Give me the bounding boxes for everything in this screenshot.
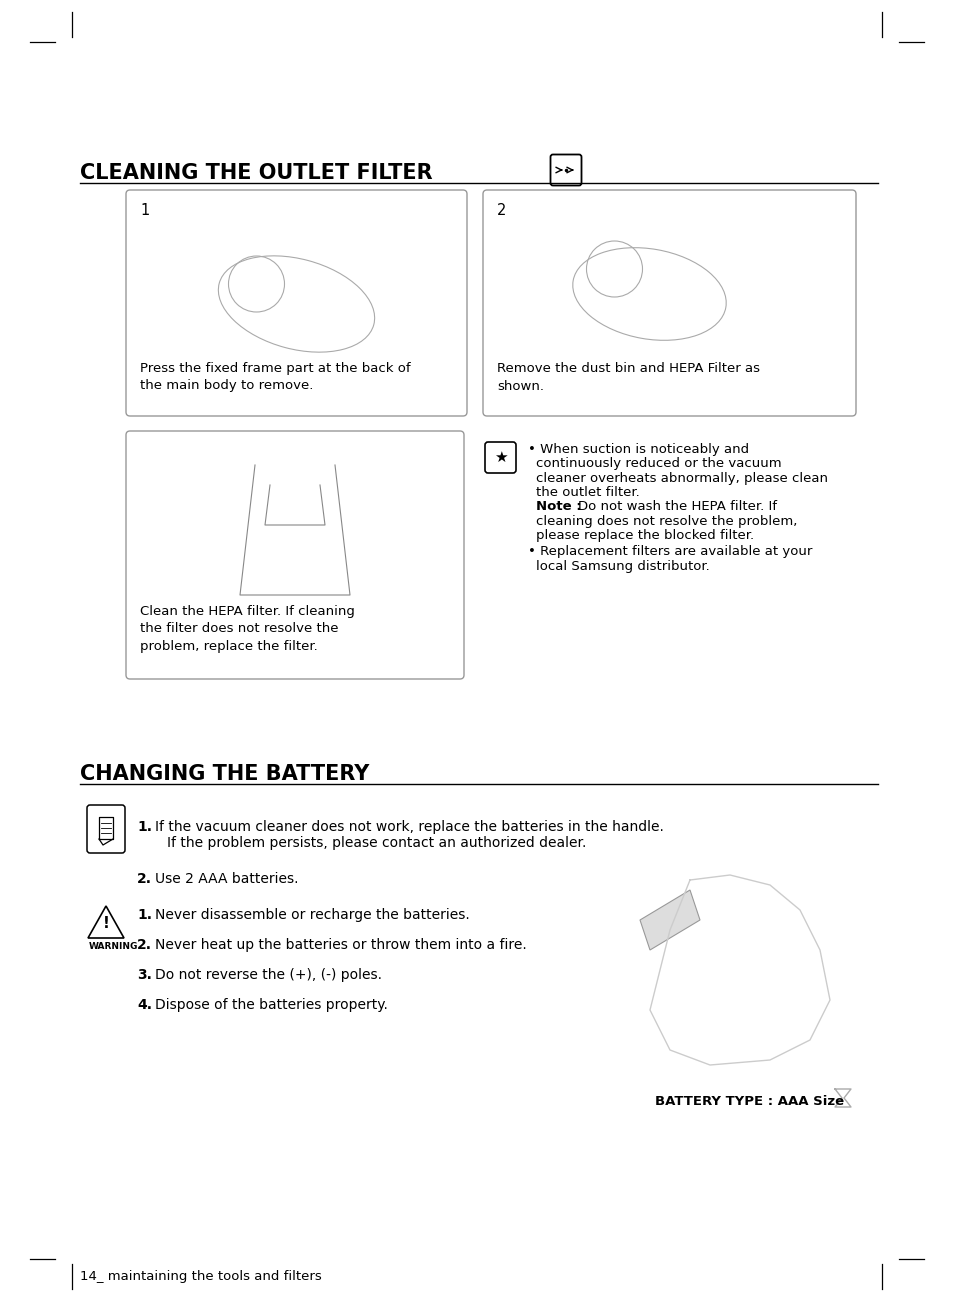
Text: cleaning does not resolve the problem,: cleaning does not resolve the problem,: [536, 515, 797, 528]
Text: 3.: 3.: [137, 968, 152, 982]
Text: 2: 2: [497, 203, 506, 219]
Text: • When suction is noticeably and: • When suction is noticeably and: [527, 444, 748, 455]
Text: local Samsung distributor.: local Samsung distributor.: [536, 559, 709, 572]
Text: 2.: 2.: [137, 938, 152, 952]
Text: Note :: Note :: [536, 501, 581, 514]
Text: WARNING: WARNING: [89, 942, 138, 951]
FancyBboxPatch shape: [126, 431, 463, 679]
Text: Never heat up the batteries or throw them into a fire.: Never heat up the batteries or throw the…: [154, 938, 526, 952]
Text: 2.: 2.: [137, 872, 152, 886]
Text: Use 2 AAA batteries.: Use 2 AAA batteries.: [154, 872, 298, 886]
Text: 1.: 1.: [137, 820, 152, 834]
Text: Remove the dust bin and HEPA Filter as
shown.: Remove the dust bin and HEPA Filter as s…: [497, 362, 760, 393]
Text: BATTERY TYPE : AAA Size: BATTERY TYPE : AAA Size: [655, 1095, 843, 1108]
Text: CHANGING THE BATTERY: CHANGING THE BATTERY: [80, 764, 369, 785]
FancyBboxPatch shape: [87, 805, 125, 853]
Text: the outlet filter.: the outlet filter.: [536, 487, 639, 500]
FancyBboxPatch shape: [484, 442, 516, 474]
Polygon shape: [639, 890, 700, 950]
Text: please replace the blocked filter.: please replace the blocked filter.: [536, 530, 753, 543]
Text: cleaner overheats abnormally, please clean: cleaner overheats abnormally, please cle…: [536, 472, 827, 485]
Text: Never disassemble or recharge the batteries.: Never disassemble or recharge the batter…: [154, 908, 469, 922]
Text: !: !: [103, 916, 110, 932]
FancyBboxPatch shape: [482, 190, 855, 416]
Text: Press the fixed frame part at the back of
the main body to remove.: Press the fixed frame part at the back o…: [140, 362, 410, 393]
Text: 1.: 1.: [137, 908, 152, 922]
Text: If the problem persists, please contact an authorized dealer.: If the problem persists, please contact …: [167, 837, 586, 850]
FancyBboxPatch shape: [550, 155, 581, 186]
Text: 14_ maintaining the tools and filters: 14_ maintaining the tools and filters: [80, 1270, 321, 1283]
Text: If the vacuum cleaner does not work, replace the batteries in the handle.: If the vacuum cleaner does not work, rep…: [154, 820, 663, 834]
Text: • Replacement filters are available at your: • Replacement filters are available at y…: [527, 545, 812, 558]
FancyBboxPatch shape: [126, 190, 467, 416]
Text: 4.: 4.: [137, 998, 152, 1012]
Text: Do not wash the HEPA filter. If: Do not wash the HEPA filter. If: [578, 501, 776, 514]
Text: Clean the HEPA filter. If cleaning
the filter does not resolve the
problem, repl: Clean the HEPA filter. If cleaning the f…: [140, 605, 355, 653]
Text: CLEANING THE OUTLET FILTER: CLEANING THE OUTLET FILTER: [80, 163, 432, 183]
Text: Do not reverse the (+), (-) poles.: Do not reverse the (+), (-) poles.: [154, 968, 381, 982]
Text: continuously reduced or the vacuum: continuously reduced or the vacuum: [536, 458, 781, 471]
Text: Dispose of the batteries property.: Dispose of the batteries property.: [154, 998, 388, 1012]
Text: ★: ★: [493, 450, 507, 464]
Text: 1: 1: [140, 203, 149, 219]
